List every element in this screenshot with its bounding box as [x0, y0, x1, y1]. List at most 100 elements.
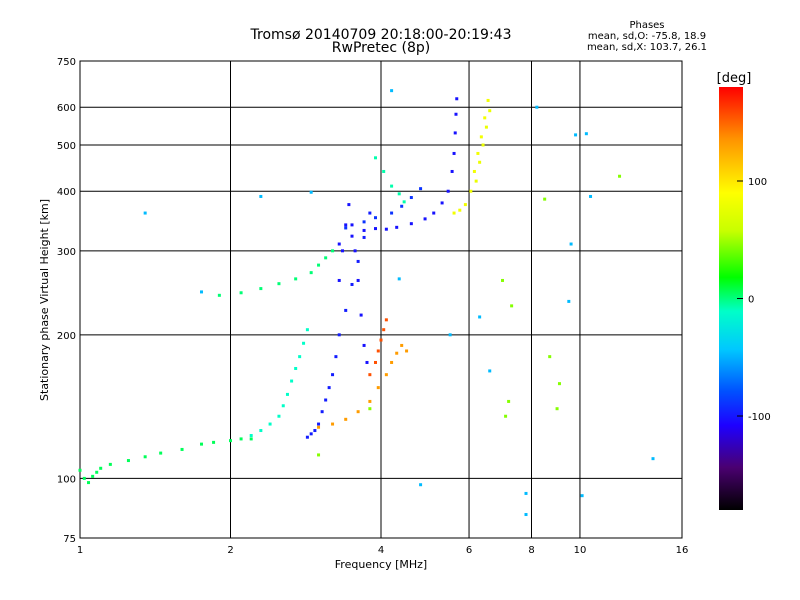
- colorbar-ticks: 100 0 -100: [737, 177, 771, 423]
- data-point: [290, 379, 294, 383]
- data-point: [580, 494, 584, 498]
- data-point: [249, 437, 253, 441]
- x-tick-label: 8: [528, 545, 534, 556]
- data-point: [524, 491, 528, 495]
- data-point: [395, 351, 399, 355]
- data-point: [382, 328, 386, 332]
- data-points: [78, 89, 655, 517]
- data-point: [390, 184, 394, 188]
- data-point: [317, 263, 321, 267]
- data-point: [484, 125, 488, 129]
- data-point: [409, 222, 413, 226]
- data-point: [374, 216, 378, 220]
- data-point: [344, 308, 348, 312]
- data-point: [356, 259, 360, 263]
- data-point: [454, 112, 458, 116]
- data-point: [302, 341, 306, 345]
- data-point: [337, 278, 341, 282]
- data-point: [91, 474, 95, 478]
- data-point: [249, 434, 253, 438]
- data-point: [452, 151, 456, 155]
- data-point: [362, 235, 366, 239]
- data-point: [400, 204, 404, 208]
- x-tick-label: 4: [378, 545, 384, 556]
- data-point: [390, 89, 394, 93]
- data-point: [376, 386, 380, 390]
- data-point: [432, 211, 436, 215]
- data-point: [472, 169, 476, 173]
- data-point: [524, 513, 528, 517]
- data-point: [337, 333, 341, 337]
- stats-heading: Phases: [629, 20, 665, 31]
- data-point: [143, 455, 147, 459]
- data-point: [400, 343, 404, 347]
- data-point: [259, 194, 263, 198]
- data-point: [384, 318, 388, 322]
- data-point: [217, 293, 221, 297]
- data-point: [362, 228, 366, 232]
- y-tick-label: 300: [57, 247, 76, 258]
- x-tick-label: 16: [676, 545, 689, 556]
- data-point: [507, 399, 511, 403]
- data-point: [334, 355, 338, 359]
- data-point: [476, 151, 480, 155]
- data-point: [324, 256, 328, 260]
- phase-stats: Phases mean, sd,O: -75.8, 18.9 mean, sd,…: [584, 20, 710, 53]
- data-point: [229, 439, 232, 443]
- data-point: [486, 98, 490, 102]
- y-tick-label: 400: [57, 187, 76, 198]
- data-point: [212, 440, 216, 444]
- data-point: [440, 201, 444, 205]
- data-point: [200, 290, 204, 294]
- data-point: [618, 174, 622, 178]
- y-tick-label: 600: [57, 103, 76, 114]
- data-point: [379, 338, 383, 342]
- data-point: [356, 278, 360, 282]
- data-point: [259, 287, 263, 291]
- data-point: [384, 227, 388, 231]
- x-tick-label: 2: [227, 545, 233, 556]
- data-point: [313, 429, 317, 433]
- x-tick-label: 6: [466, 545, 472, 556]
- data-point: [259, 429, 263, 433]
- data-point: [368, 373, 372, 377]
- x-axis-label: Frequency [MHz]: [335, 558, 427, 571]
- data-point: [317, 425, 321, 429]
- grid: [80, 61, 682, 538]
- data-point: [478, 315, 482, 319]
- data-point: [331, 373, 335, 377]
- data-point: [589, 194, 593, 198]
- data-point: [239, 291, 243, 295]
- y-tick-label: 100: [57, 474, 76, 485]
- data-point: [344, 226, 348, 230]
- data-point: [350, 282, 354, 286]
- data-point: [180, 447, 184, 451]
- data-point: [365, 360, 369, 364]
- data-point: [374, 156, 378, 160]
- data-point: [277, 414, 281, 418]
- data-point: [555, 407, 559, 411]
- data-point: [651, 457, 655, 461]
- data-point: [368, 399, 372, 403]
- data-point: [479, 135, 483, 139]
- data-point: [331, 249, 335, 253]
- data-point: [504, 414, 508, 418]
- data-point: [317, 453, 321, 457]
- data-point: [405, 349, 409, 353]
- data-point: [305, 328, 309, 332]
- data-point: [359, 313, 363, 317]
- x-tick-label: 1: [77, 545, 83, 556]
- data-point: [390, 360, 394, 364]
- data-point: [535, 105, 539, 109]
- axis-ticks: 1 2 4 6 8 10 16 75 100 200 300 400 500 600 750: [57, 57, 688, 556]
- data-point: [200, 442, 204, 446]
- data-point: [458, 208, 462, 212]
- data-point: [99, 466, 103, 470]
- data-point: [452, 211, 456, 215]
- y-axis-label: Stationary phase Virtual Height [km]: [38, 199, 51, 401]
- data-point: [298, 355, 302, 359]
- data-point: [488, 369, 492, 373]
- y-tick-label: 200: [57, 331, 76, 342]
- data-point: [548, 355, 552, 359]
